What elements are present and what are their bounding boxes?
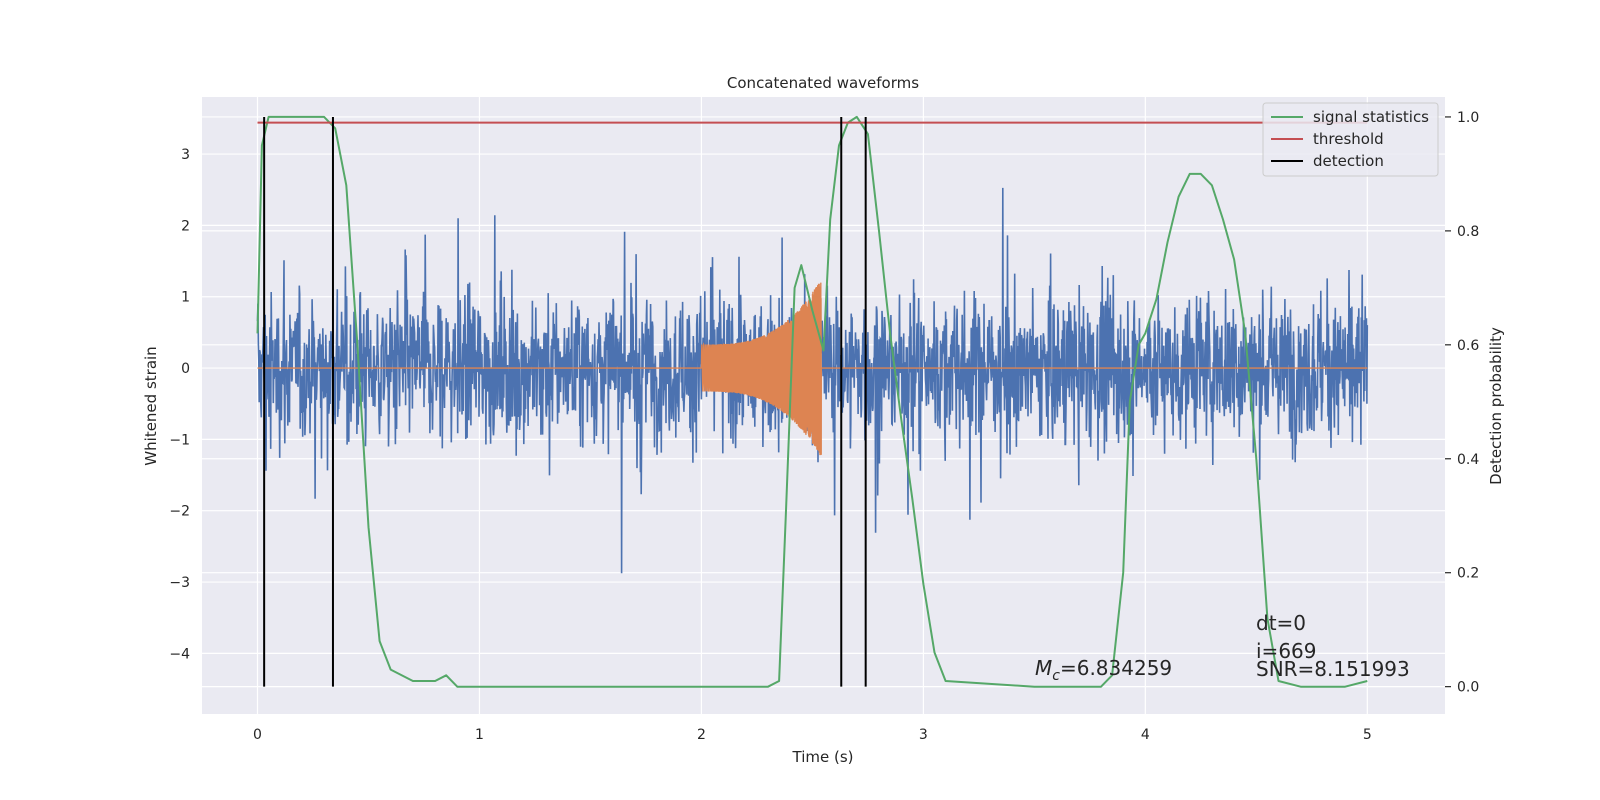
- y-right-tick-label: 0.6: [1457, 338, 1479, 354]
- plot-area: [256, 115, 1369, 688]
- y-left-tick-label: 3: [181, 147, 190, 163]
- axis-ticks: 0 1 2 3 4 5 3 2 1 0 −1 −2 −3 −4 1.0 0.8 0.6 0.4 0.2 0.0: [169, 110, 1479, 743]
- x-tick-label: 2: [697, 727, 706, 743]
- y-right-tick-label: 1.0: [1457, 110, 1479, 126]
- x-tick-label: 0: [253, 727, 262, 743]
- y-right-tick-label: 0.8: [1457, 224, 1479, 240]
- y-left-tick-label: −2: [169, 504, 190, 520]
- y-axis-label-right: Detection probability: [1487, 327, 1505, 485]
- legend-label: signal statistics: [1313, 108, 1429, 126]
- chart-title: Concatenated waveforms: [727, 74, 919, 92]
- series-layer: [256, 115, 1369, 688]
- signal-statistics-line: [256, 115, 1368, 688]
- y-right-tick-label: 0.0: [1457, 680, 1479, 696]
- legend-label: detection: [1313, 152, 1384, 170]
- annotation-dt: dt=0: [1256, 611, 1306, 635]
- y-right-tick-label: 0.2: [1457, 566, 1479, 582]
- noise-waveform-line: [256, 187, 1369, 574]
- x-tick-label: 5: [1363, 727, 1372, 743]
- annotation-snr: SNR=8.151993: [1256, 657, 1410, 681]
- x-tick-label: 4: [1141, 727, 1150, 743]
- annotation-mc-subscript: c: [1052, 668, 1060, 684]
- annotation-mc-value: =6.834259: [1060, 656, 1172, 680]
- annotation-mc-symbol: M: [1035, 656, 1052, 680]
- x-tick-label: 1: [475, 727, 484, 743]
- x-axis-label: Time (s): [792, 748, 854, 766]
- y-left-tick-label: −1: [169, 432, 190, 448]
- y-left-tick-label: −4: [169, 646, 190, 662]
- y-left-tick-label: 1: [181, 290, 190, 306]
- y-axis-label-left: Whitened strain: [142, 346, 160, 465]
- y-left-tick-label: 0: [181, 361, 190, 377]
- legend-box: [1262, 102, 1439, 177]
- y-right-tick-label: 0.4: [1457, 452, 1479, 468]
- y-left-tick-label: −3: [169, 575, 190, 591]
- legend: signal statistics threshold detection: [1262, 102, 1439, 177]
- x-tick-label: 3: [919, 727, 928, 743]
- annotation-mc: Mc=6.834259: [1035, 656, 1172, 684]
- y-left-tick-label: 2: [181, 218, 190, 234]
- legend-label: threshold: [1313, 130, 1384, 148]
- annotation-index: i=669: [1256, 639, 1317, 663]
- chirp-waveform-line: [257, 282, 1368, 456]
